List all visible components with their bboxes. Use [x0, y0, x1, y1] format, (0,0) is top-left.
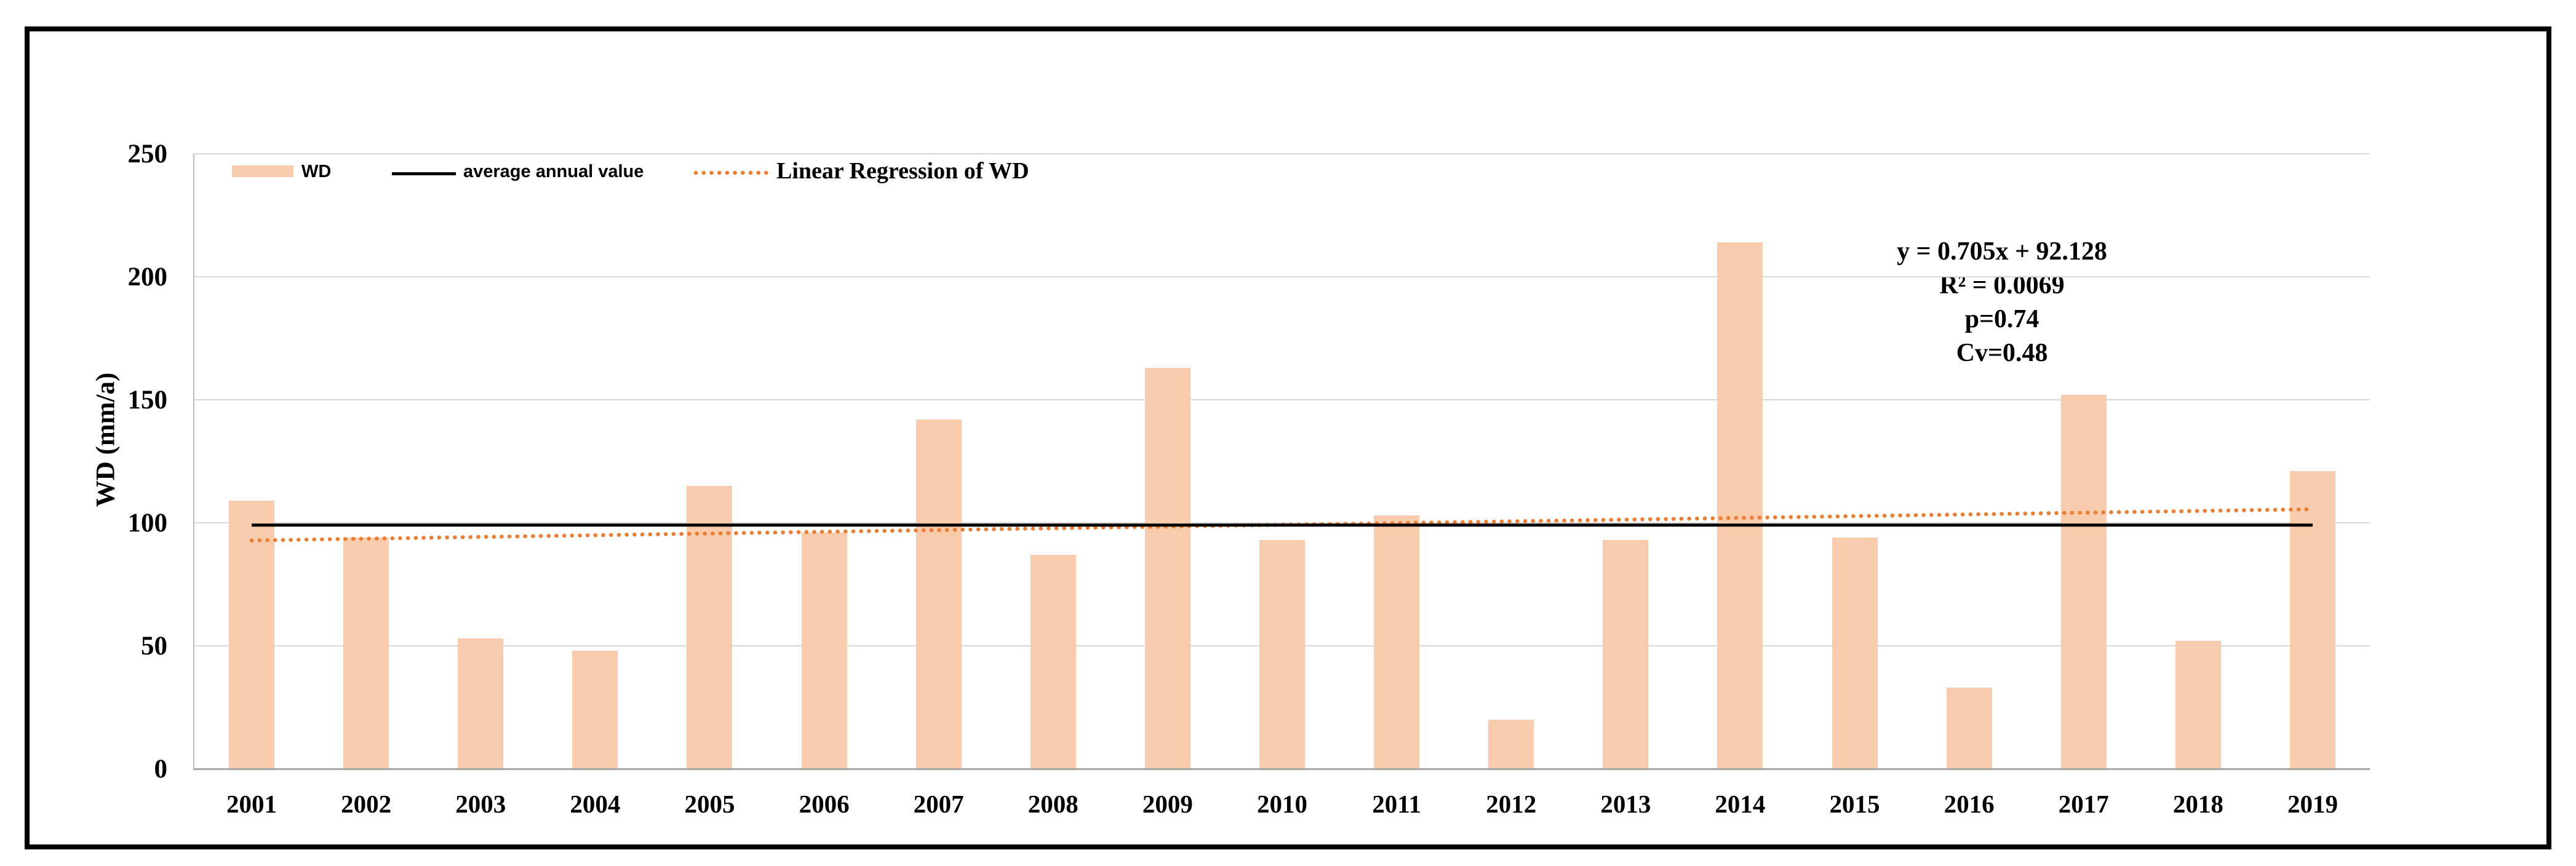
- bar-2015: [1832, 538, 1878, 769]
- bar-2005: [687, 486, 733, 769]
- x-tick-2017: 2017: [2058, 790, 2109, 818]
- x-tick-2003: 2003: [455, 790, 506, 818]
- annotation-cv: Cv=0.48: [1956, 339, 2048, 367]
- bar-2004: [572, 651, 618, 769]
- x-tick-2006: 2006: [799, 790, 850, 818]
- x-axis-line: [194, 768, 2370, 770]
- gridline-100: [194, 522, 2370, 523]
- gridline-200: [194, 276, 2370, 277]
- x-tick-2010: 2010: [1257, 790, 1307, 818]
- x-tick-2005: 2005: [684, 790, 735, 818]
- legend-label-linear-regression: Linear Regression of WD: [776, 158, 1029, 184]
- x-tick-2012: 2012: [1486, 790, 1537, 818]
- x-tick-2002: 2002: [341, 790, 392, 818]
- x-tick-2019: 2019: [2287, 790, 2338, 818]
- bar-2003: [458, 638, 504, 769]
- x-tick-2016: 2016: [1944, 790, 1995, 818]
- bar-2014: [1717, 242, 1763, 769]
- bar-2017: [2060, 395, 2107, 769]
- bar-2006: [801, 533, 847, 769]
- gridline-150: [194, 399, 2370, 400]
- x-tick-2015: 2015: [1829, 790, 1880, 818]
- chart-inner-border: [30, 31, 2546, 844]
- bar-2001: [229, 501, 275, 769]
- y-tick-50: 50: [141, 631, 167, 661]
- bar-2007: [915, 419, 962, 769]
- x-tick-2014: 2014: [1715, 790, 1766, 818]
- y-tick-200: 200: [127, 262, 168, 292]
- bar-2009: [1144, 368, 1190, 769]
- bar-2002: [343, 538, 389, 769]
- y-tick-250: 250: [127, 139, 168, 169]
- x-tick-2018: 2018: [2172, 790, 2223, 818]
- x-tick-2007: 2007: [913, 790, 964, 818]
- legend-bar-swatch: [232, 165, 293, 177]
- bar-2010: [1259, 540, 1305, 769]
- annotation-equation: y = 0.705x + 92.128: [1897, 237, 2107, 266]
- y-tick-100: 100: [127, 508, 168, 538]
- y-tick-0: 0: [154, 754, 168, 784]
- bar-2019: [2289, 471, 2335, 769]
- annotation-p-value: p=0.74: [1964, 305, 2040, 333]
- plot-area: [194, 153, 2370, 770]
- gridline-250: [194, 153, 2370, 154]
- bar-2016: [1946, 688, 1992, 769]
- x-tick-2009: 2009: [1142, 790, 1193, 818]
- bar-2011: [1374, 515, 1420, 769]
- x-tick-2008: 2008: [1027, 790, 1079, 818]
- y-axis-line: [193, 154, 194, 771]
- x-tick-2004: 2004: [570, 790, 621, 818]
- x-tick-2013: 2013: [1600, 790, 1651, 818]
- regression-annotation: y = 0.705x + 92.128 R² = 0.0069 p=0.74 C…: [1725, 235, 2279, 370]
- legend-average-line-swatch: [392, 172, 456, 175]
- legend-label-average-annual-value: average annual value: [463, 162, 644, 181]
- legend-label-wd: WD: [301, 162, 332, 181]
- annotation-r-squared: R² = 0.0069: [1939, 271, 2065, 300]
- bar-2008: [1030, 555, 1076, 769]
- x-tick-2001: 2001: [226, 790, 277, 818]
- line-overlay: [249, 507, 2315, 542]
- bar-2012: [1488, 720, 1534, 769]
- bar-2018: [2175, 641, 2221, 769]
- bar-2013: [1603, 540, 1649, 769]
- x-tick-2011: 2011: [1372, 790, 1421, 818]
- y-tick-150: 150: [127, 385, 168, 415]
